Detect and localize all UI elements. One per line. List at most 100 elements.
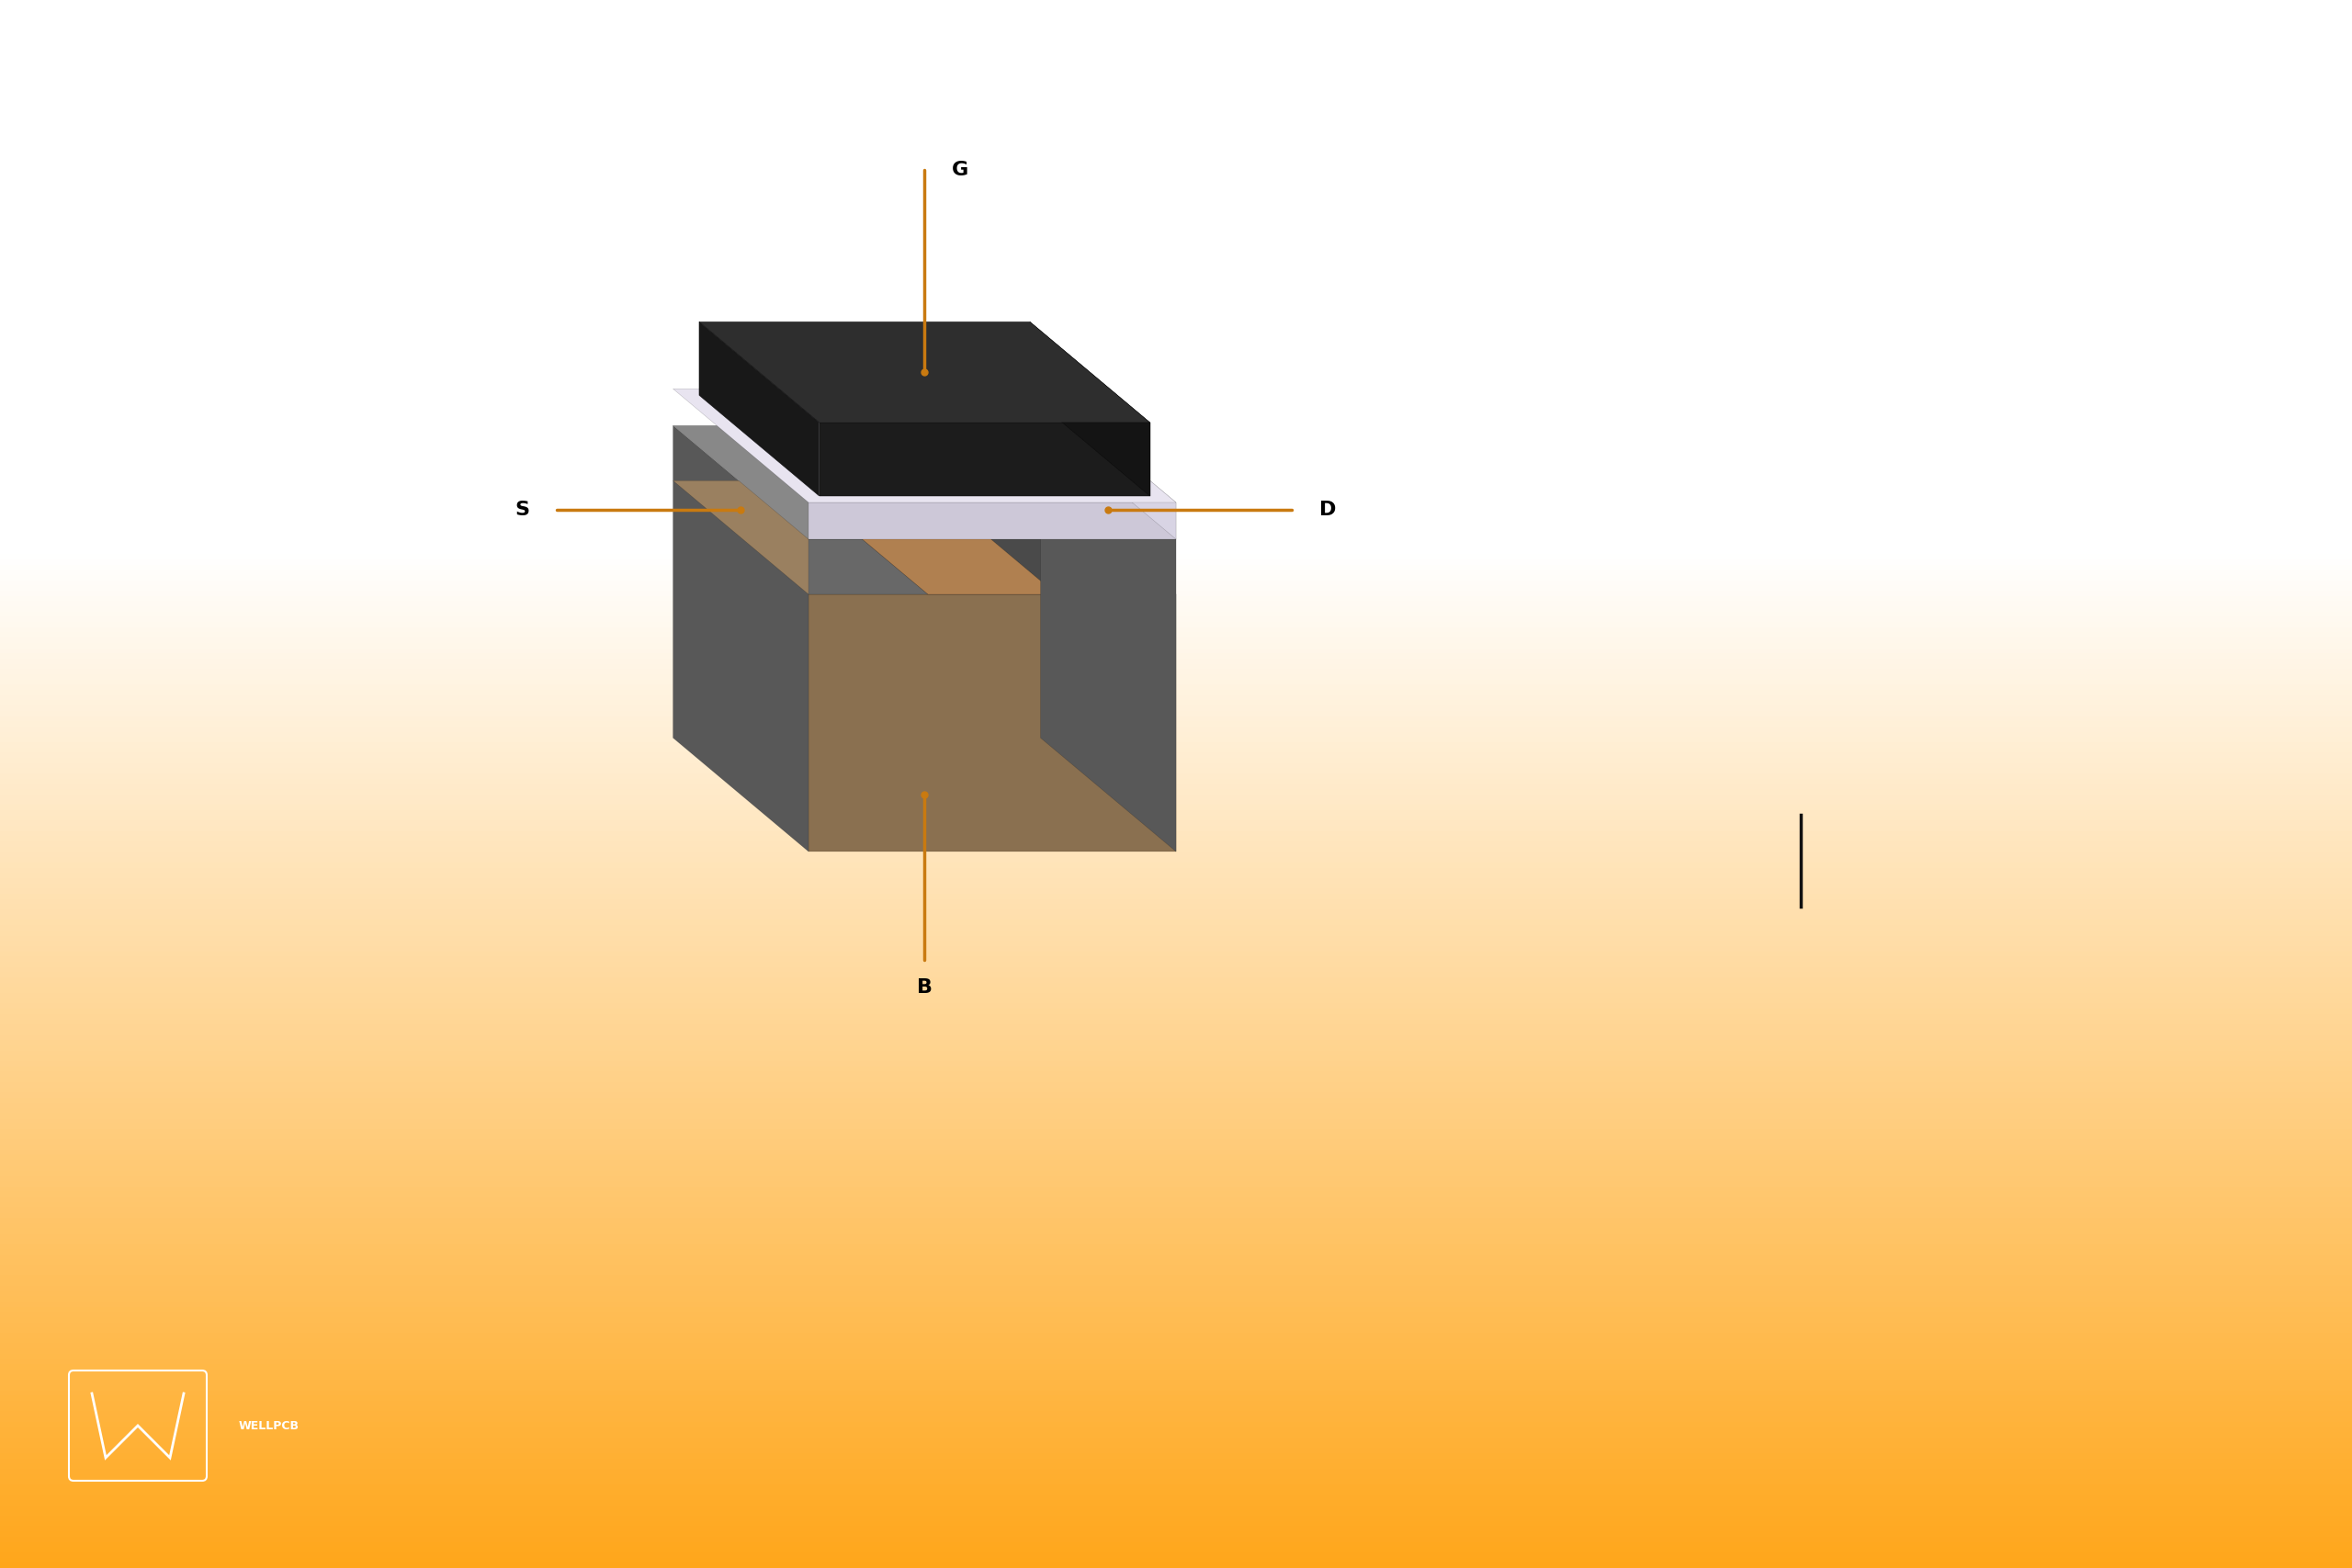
- Bar: [0, 1171, 2352, 1176]
- Bar: [0, 804, 2352, 811]
- Bar: [0, 842, 2352, 847]
- Bar: [0, 141, 2352, 146]
- Bar: [0, 961, 2352, 967]
- Bar: [0, 1563, 2352, 1568]
- Bar: [0, 42, 2352, 47]
- Bar: [0, 627, 2352, 632]
- Bar: [0, 1259, 2352, 1265]
- Bar: [0, 601, 2352, 607]
- Bar: [0, 862, 2352, 867]
- Bar: [0, 168, 2352, 172]
- Bar: [0, 303, 2352, 309]
- Bar: [0, 1510, 2352, 1516]
- Bar: [0, 1228, 2352, 1234]
- Bar: [0, 1098, 2352, 1102]
- Bar: [0, 136, 2352, 141]
- Bar: [0, 278, 2352, 282]
- Bar: [0, 1004, 2352, 1008]
- Bar: [0, 314, 2352, 318]
- Bar: [0, 318, 2352, 325]
- Bar: [0, 867, 2352, 873]
- Bar: [0, 11, 2352, 16]
- Bar: [0, 596, 2352, 601]
- Bar: [0, 522, 2352, 528]
- Bar: [0, 146, 2352, 152]
- Bar: [0, 1443, 2352, 1447]
- Bar: [0, 89, 2352, 94]
- Bar: [0, 930, 2352, 936]
- Bar: [0, 1474, 2352, 1479]
- Bar: [0, 873, 2352, 878]
- Bar: [0, 1494, 2352, 1501]
- Bar: [0, 439, 2352, 444]
- Bar: [0, 575, 2352, 580]
- Bar: [0, 392, 2352, 397]
- Bar: [0, 262, 2352, 267]
- Bar: [0, 1082, 2352, 1087]
- Bar: [0, 654, 2352, 659]
- Bar: [0, 105, 2352, 110]
- Bar: [0, 340, 2352, 345]
- Bar: [0, 235, 2352, 240]
- Bar: [0, 528, 2352, 533]
- Bar: [0, 1024, 2352, 1030]
- Bar: [0, 455, 2352, 459]
- Bar: [0, 1087, 2352, 1093]
- Bar: [0, 1317, 2352, 1322]
- Bar: [0, 1239, 2352, 1243]
- Bar: [0, 16, 2352, 20]
- Bar: [0, 1118, 2352, 1124]
- Bar: [0, 506, 2352, 513]
- Bar: [0, 1243, 2352, 1250]
- Bar: [0, 475, 2352, 481]
- Bar: [0, 491, 2352, 497]
- Bar: [0, 909, 2352, 914]
- Bar: [0, 309, 2352, 314]
- Bar: [0, 1093, 2352, 1098]
- Bar: [0, 764, 2352, 768]
- Bar: [0, 162, 2352, 168]
- Bar: [0, 450, 2352, 455]
- Bar: [0, 20, 2352, 27]
- Bar: [0, 663, 2352, 670]
- Bar: [0, 67, 2352, 74]
- Bar: [0, 1270, 2352, 1275]
- Polygon shape: [818, 422, 1150, 495]
- Bar: [0, 1212, 2352, 1218]
- Bar: [0, 632, 2352, 638]
- Bar: [0, 1369, 2352, 1375]
- Bar: [0, 753, 2352, 757]
- Bar: [0, 795, 2352, 800]
- Bar: [0, 1192, 2352, 1196]
- Bar: [0, 710, 2352, 717]
- Bar: [0, 267, 2352, 271]
- Bar: [0, 403, 2352, 408]
- Bar: [0, 387, 2352, 392]
- Bar: [0, 999, 2352, 1004]
- Bar: [0, 1391, 2352, 1396]
- Polygon shape: [673, 389, 1176, 502]
- Bar: [0, 408, 2352, 412]
- Bar: [0, 293, 2352, 298]
- Bar: [0, 1165, 2352, 1171]
- Bar: [0, 1046, 2352, 1051]
- Bar: [0, 1422, 2352, 1427]
- Bar: [0, 1030, 2352, 1035]
- Bar: [0, 376, 2352, 381]
- Bar: [0, 1312, 2352, 1317]
- Bar: [0, 936, 2352, 941]
- Bar: [0, 1145, 2352, 1149]
- Bar: [0, 851, 2352, 858]
- Bar: [0, 329, 2352, 334]
- Bar: [0, 497, 2352, 502]
- Bar: [0, 224, 2352, 230]
- Bar: [0, 466, 2352, 470]
- Bar: [0, 701, 2352, 706]
- Bar: [0, 256, 2352, 262]
- Bar: [0, 988, 2352, 993]
- Bar: [0, 271, 2352, 278]
- Bar: [0, 674, 2352, 679]
- Bar: [0, 977, 2352, 983]
- Bar: [0, 1181, 2352, 1187]
- Bar: [0, 1526, 2352, 1532]
